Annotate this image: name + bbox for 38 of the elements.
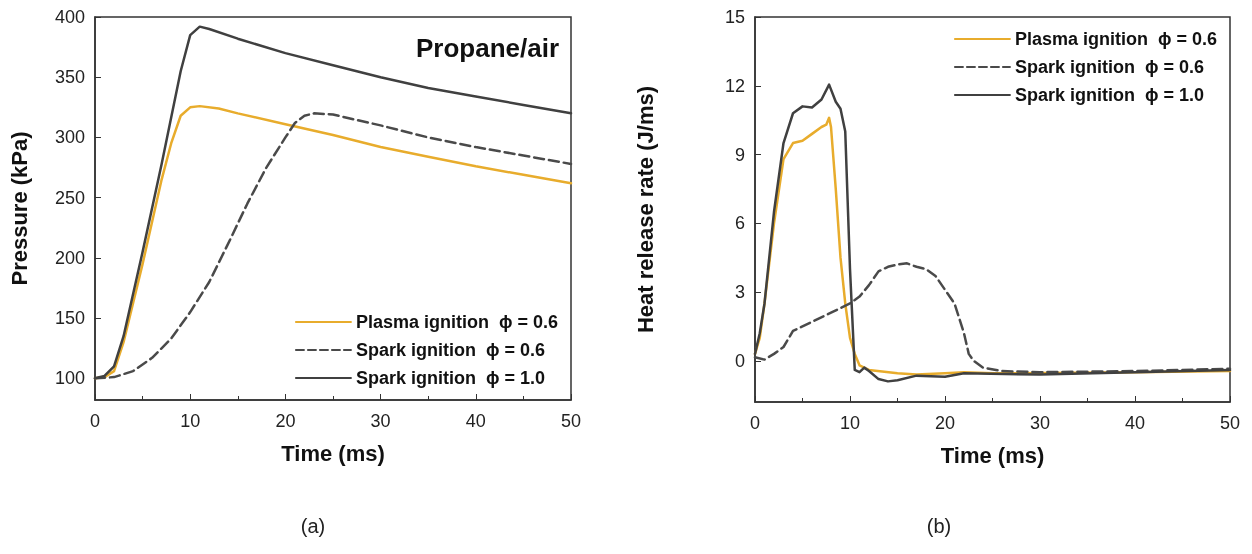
x-axis-title: Time (ms) <box>281 440 385 466</box>
y-tick-label: 150 <box>54 308 85 329</box>
x-tick-label: 50 <box>560 411 582 431</box>
y-axis-title: Heat release rate (J/ms) <box>632 85 658 334</box>
y-tick-label: 3 <box>734 282 745 302</box>
y-tick-label: 6 <box>734 213 745 234</box>
y-tick-label: 0 <box>734 350 745 371</box>
x-tick-label: 0 <box>749 413 761 433</box>
legend-label: Plasma ignition ϕ = 0.6 <box>355 312 559 332</box>
x-tick-label: 40 <box>465 411 486 431</box>
y-tick-label: 100 <box>54 368 85 389</box>
y-tick-label: 400 <box>54 7 85 27</box>
y-tick-label: 12 <box>724 75 745 96</box>
y-tick-label: 350 <box>54 67 85 88</box>
x-tick-label: 30 <box>1029 413 1051 433</box>
legend-label: Spark ignition ϕ = 1.0 <box>1014 85 1204 105</box>
text: (b) <box>926 515 952 537</box>
legend-label: Spark ignition ϕ = 0.6 <box>1014 57 1204 77</box>
y-axis-title: Pressure (kPa) <box>6 131 32 286</box>
annotation: Propane/air <box>415 33 560 63</box>
y-tick-label: 15 <box>724 7 745 27</box>
x-tick-label: 40 <box>1124 413 1146 433</box>
x-tick-label: 10 <box>180 411 201 431</box>
x-tick-label: 0 <box>89 411 101 431</box>
legend-label: Spark ignition ϕ = 0.6 <box>355 340 545 360</box>
y-tick-label: 300 <box>54 127 85 148</box>
x-tick-label: 30 <box>370 411 391 431</box>
x-tick-label: 10 <box>839 413 861 433</box>
x-tick-label: 20 <box>275 411 296 431</box>
x-tick-label: 20 <box>934 413 956 433</box>
y-tick-label: 9 <box>734 144 745 165</box>
legend-label: Spark ignition ϕ = 1.0 <box>355 368 545 388</box>
legend-label: Plasma ignition ϕ = 0.6 <box>1014 29 1218 49</box>
y-tick-label: 250 <box>54 187 85 208</box>
x-tick-label: 50 <box>1219 413 1241 433</box>
x-axis-title: Time (ms) <box>940 442 1045 468</box>
text: (a) <box>300 515 326 537</box>
y-tick-label: 200 <box>54 247 85 268</box>
